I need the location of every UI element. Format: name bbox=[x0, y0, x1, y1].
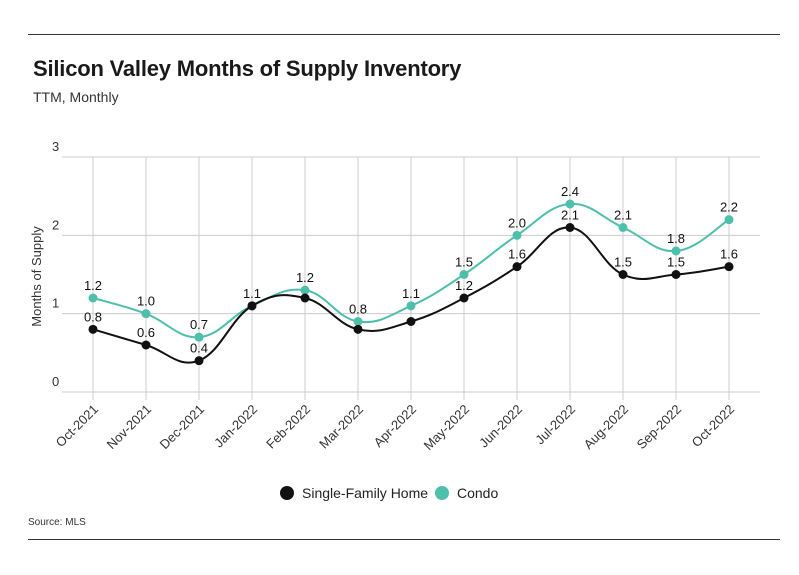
single-family-point bbox=[512, 262, 522, 272]
condo-data-label: 1.2 bbox=[296, 270, 314, 285]
axes: 0 1 2 3 Oct-2021 Nov-2021 Dec-2021 Jan-2022 Feb-… bbox=[29, 139, 737, 453]
single-family-point bbox=[406, 317, 416, 326]
legend-swatch-single-family bbox=[280, 486, 294, 500]
single-family-data-label: 0.6 bbox=[137, 325, 155, 340]
single-family-point bbox=[247, 301, 257, 311]
legend-label-single-family: Single-Family Home bbox=[302, 485, 428, 501]
x-tick-label: Sep-2022 bbox=[634, 402, 684, 452]
x-tick-label: Dec-2021 bbox=[157, 402, 207, 452]
condo-point bbox=[565, 199, 575, 209]
condo-data-label: 2.0 bbox=[508, 215, 526, 230]
legend-swatch-condo bbox=[435, 486, 449, 500]
condo-data-label: 2.2 bbox=[720, 200, 738, 215]
condo-data-label: 1.8 bbox=[667, 231, 685, 246]
condo-point bbox=[671, 246, 681, 256]
condo-data-label: 1.1 bbox=[243, 286, 261, 301]
grid bbox=[62, 156, 760, 400]
x-tick-label: Apr-2022 bbox=[371, 402, 419, 450]
x-tick-label: May-2022 bbox=[421, 402, 472, 453]
condo-point bbox=[459, 270, 469, 279]
condo-point bbox=[88, 293, 98, 303]
condo-point bbox=[724, 215, 734, 225]
x-tick-label: Aug-2022 bbox=[581, 402, 631, 452]
single-family-data-label: 1.6 bbox=[508, 247, 526, 262]
condo-data-label: 1.5 bbox=[455, 255, 473, 270]
single-family-point bbox=[300, 293, 310, 303]
x-tick-label: Nov-2021 bbox=[104, 402, 154, 452]
single-family-data-label: 1.6 bbox=[720, 247, 738, 262]
x-tick-label: Feb-2022 bbox=[263, 402, 313, 452]
single-family-data-label: 2.1 bbox=[561, 208, 579, 223]
condo-point bbox=[300, 285, 310, 295]
single-family-data-label: 0.4 bbox=[190, 341, 208, 356]
y-tick-label: 0 bbox=[52, 374, 59, 389]
x-tick-label: Oct-2022 bbox=[689, 402, 737, 450]
single-family-point bbox=[459, 293, 469, 303]
condo-data-label: 0.7 bbox=[190, 317, 208, 332]
condo-point bbox=[141, 309, 151, 319]
single-family-data-label: 1.2 bbox=[455, 278, 473, 293]
single-family-point bbox=[565, 223, 575, 232]
y-tick-label: 3 bbox=[52, 139, 59, 154]
legend: Single-Family Home Condo bbox=[280, 485, 498, 501]
condo-data-label: 1.0 bbox=[137, 294, 155, 309]
single-family-point bbox=[194, 356, 204, 366]
top-rule bbox=[28, 34, 780, 35]
single-family-point bbox=[353, 324, 363, 334]
x-tick-label: Jun-2022 bbox=[476, 402, 525, 451]
source-note: Source: MLS bbox=[28, 517, 86, 528]
condo-data-label: 1.2 bbox=[84, 278, 102, 293]
y-tick-label: 1 bbox=[52, 296, 59, 311]
condo-point bbox=[406, 301, 416, 311]
condo-data-label: 0.8 bbox=[349, 302, 367, 317]
single-family-data-label: 0.8 bbox=[84, 309, 102, 324]
x-tick-label: Mar-2022 bbox=[316, 402, 366, 452]
condo-point bbox=[194, 332, 204, 342]
x-tick-label: Oct-2021 bbox=[53, 402, 101, 450]
single-family-point bbox=[671, 270, 681, 279]
condo-point bbox=[353, 317, 363, 326]
x-tick-label: Jan-2022 bbox=[211, 402, 260, 451]
series bbox=[88, 199, 734, 366]
condo-data-label: 2.4 bbox=[561, 184, 579, 199]
chart-subtitle: TTM, Monthly bbox=[33, 89, 119, 105]
single-family-data-label: 1.5 bbox=[667, 255, 685, 270]
y-tick-label: 2 bbox=[52, 217, 59, 232]
legend-label-condo: Condo bbox=[457, 485, 498, 501]
single-family-point bbox=[88, 324, 98, 334]
y-axis-label: Months of Supply bbox=[29, 226, 44, 327]
condo-point bbox=[618, 223, 628, 232]
x-tick-label: Jul-2022 bbox=[532, 402, 578, 448]
single-family-data-label: 1.5 bbox=[614, 255, 632, 270]
single-family-point bbox=[724, 262, 734, 272]
data-labels: 0.8 0.6 0.4 1.2 1.6 2.1 1.5 1.5 1.6 1.2 1.0 0.7 1.1 1… bbox=[84, 184, 738, 356]
chart-title: Silicon Valley Months of Supply Inventor… bbox=[33, 56, 462, 81]
condo-data-label: 1.1 bbox=[402, 286, 420, 301]
single-family-point bbox=[618, 270, 628, 279]
condo-point bbox=[512, 230, 522, 240]
bottom-rule bbox=[28, 539, 780, 540]
single-family-point bbox=[141, 340, 151, 350]
condo-data-label: 2.1 bbox=[614, 208, 632, 223]
